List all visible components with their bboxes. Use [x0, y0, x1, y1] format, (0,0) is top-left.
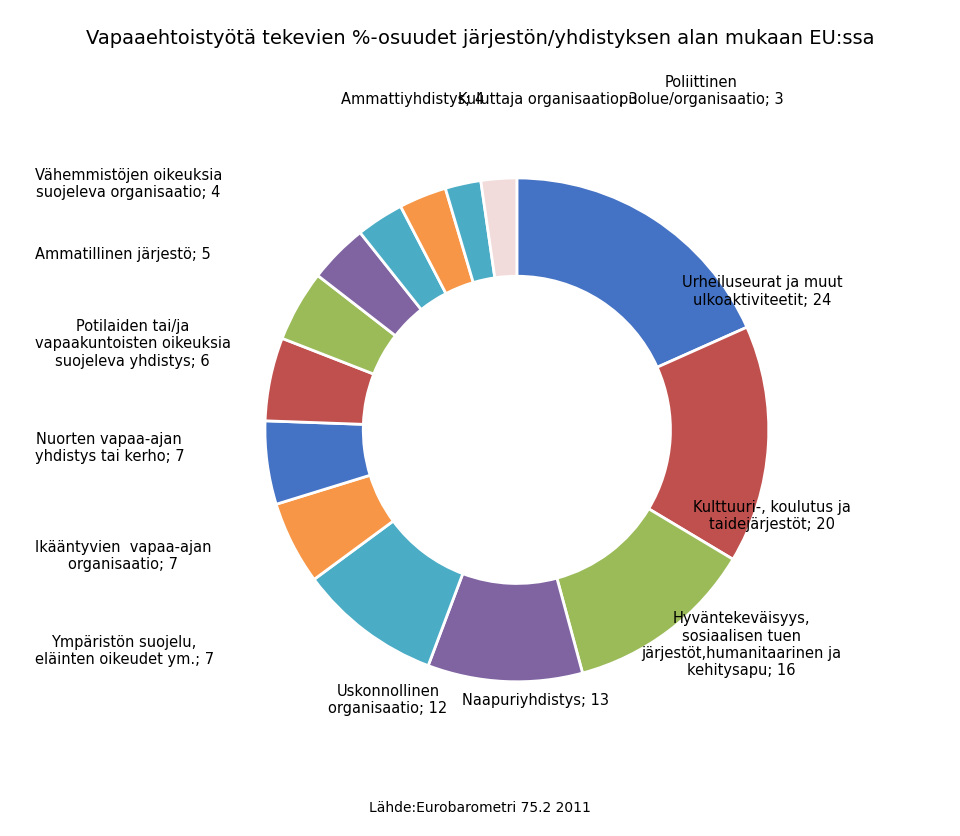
Text: Ympäristön suojelu,
eläinten oikeudet ym.; 7: Ympäristön suojelu, eläinten oikeudet ym…: [35, 635, 214, 667]
Text: Ikääntyvien  vapaa-ajan
organisaatio; 7: Ikääntyvien vapaa-ajan organisaatio; 7: [35, 539, 211, 572]
Text: Potilaiden tai/ja
vapaakuntoisten oikeuksia
suojeleva yhdistys; 6: Potilaiden tai/ja vapaakuntoisten oikeuk…: [35, 319, 230, 369]
Text: Hyväntekeväisyys,
sosiaalisen tuen
järjestöt,humanitaarinen ja
kehitysapu; 16: Hyväntekeväisyys, sosiaalisen tuen järje…: [641, 611, 841, 679]
Text: Vähemmistöjen oikeuksia
suojeleva organisaatio; 4: Vähemmistöjen oikeuksia suojeleva organi…: [35, 168, 222, 201]
Text: Urheiluseurat ja muut
ulkoaktiviteetit; 24: Urheiluseurat ja muut ulkoaktiviteetit; …: [683, 275, 843, 308]
Text: Kulttuuri-, koulutus ja
taidejärjestöt; 20: Kulttuuri-, koulutus ja taidejärjestöt; …: [693, 500, 851, 532]
Wedge shape: [318, 232, 421, 336]
Wedge shape: [649, 327, 769, 559]
Wedge shape: [265, 421, 371, 504]
Wedge shape: [276, 475, 394, 579]
Wedge shape: [360, 206, 446, 309]
Text: Kuluttaja organisaatio; 3: Kuluttaja organisaatio; 3: [458, 92, 637, 107]
Text: Uskonnollinen
organisaatio; 12: Uskonnollinen organisaatio; 12: [328, 684, 447, 716]
Text: Nuorten vapaa-ajan
yhdistys tai kerho; 7: Nuorten vapaa-ajan yhdistys tai kerho; 7: [35, 432, 184, 465]
Wedge shape: [516, 178, 747, 367]
Wedge shape: [400, 188, 473, 293]
Text: Naapuriyhdistys; 13: Naapuriyhdistys; 13: [462, 693, 609, 708]
Text: Ammattiyhdistys; 4: Ammattiyhdistys; 4: [341, 92, 484, 107]
Wedge shape: [445, 181, 494, 283]
Wedge shape: [265, 339, 373, 425]
Text: Lähde:Eurobarometri 75.2 2011: Lähde:Eurobarometri 75.2 2011: [369, 801, 591, 815]
Wedge shape: [282, 276, 396, 374]
Wedge shape: [557, 509, 733, 673]
Text: Ammatillinen järjestö; 5: Ammatillinen järjestö; 5: [35, 247, 210, 263]
Wedge shape: [481, 178, 516, 278]
Text: Vapaaehtoistyötä tekevien %-osuudet järjestön/yhdistyksen alan mukaan EU:ssa: Vapaaehtoistyötä tekevien %-osuudet järj…: [85, 29, 875, 48]
Text: Poliittinen
puolue/organisaatio; 3: Poliittinen puolue/organisaatio; 3: [619, 75, 783, 107]
Wedge shape: [314, 521, 463, 665]
Wedge shape: [428, 573, 583, 682]
